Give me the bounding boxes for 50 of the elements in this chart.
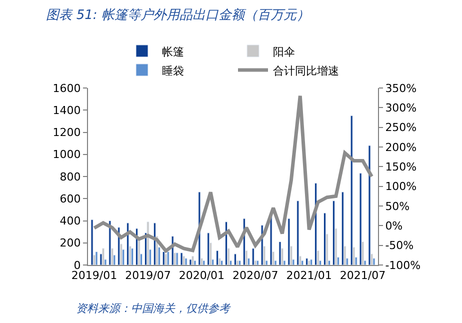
bar — [102, 248, 104, 265]
y-tick-label: 1600 — [52, 82, 81, 95]
bar — [296, 200, 300, 265]
bar — [131, 248, 134, 265]
bar — [166, 251, 170, 265]
bar — [191, 256, 194, 265]
y-tick-label: 200 — [60, 236, 81, 250]
y-tick-label: 1400 — [52, 104, 81, 117]
bar — [220, 260, 224, 265]
line-series — [92, 94, 374, 253]
y2-tick-label: -50% — [385, 239, 414, 252]
y-tick-label: 1000 — [52, 148, 81, 162]
y-tick-label: 1200 — [52, 126, 81, 140]
y2-tick-label: 0% — [385, 220, 403, 233]
bar — [202, 260, 206, 265]
y2-tick-label: 150% — [385, 160, 417, 174]
chart-title: 图表 51: 帐篷等户外用品出口金额（百万元） — [46, 8, 310, 23]
bar — [341, 192, 344, 265]
y2-tick-label: 250% — [385, 121, 417, 134]
bar — [234, 254, 236, 265]
bar — [184, 258, 188, 265]
bar — [146, 222, 150, 265]
y-tick-label: 600 — [60, 192, 81, 206]
y2-tick-label: 200% — [385, 140, 417, 154]
legend-label: 帐篷 — [162, 45, 184, 58]
y-tick-label: 400 — [60, 214, 81, 228]
legend-label: 睡袋 — [162, 64, 184, 78]
x-tick-label: 2019/01 — [71, 269, 118, 282]
y2-tick-label: 50% — [385, 200, 410, 213]
x-tick-label: 2021/01 — [286, 269, 332, 282]
bar — [350, 115, 353, 265]
bar — [216, 250, 219, 265]
x-tick-label: 2020/01 — [178, 269, 225, 282]
y2-tick-label: 350% — [385, 82, 417, 95]
x-tick-label: 2020/07 — [232, 269, 278, 282]
legend-label: 合计同比增速 — [273, 64, 339, 78]
legend-label: 阳伞 — [273, 45, 295, 58]
text: 资料来源：中国海关，仅供参考 — [76, 302, 231, 315]
bar — [301, 260, 304, 265]
x-tick-label: 2019/07 — [125, 269, 171, 282]
y-tick-label: 0 — [74, 258, 81, 272]
x-tick-label: 2021/07 — [340, 269, 386, 282]
bar — [207, 232, 210, 265]
bar — [310, 259, 313, 265]
bar — [252, 248, 254, 265]
y-tick-label: 800 — [60, 170, 81, 184]
y2-tick-label: -100% — [385, 258, 421, 272]
y2-tick-label: 300% — [385, 102, 417, 115]
y2-tick-label: 100% — [385, 180, 417, 194]
bar — [164, 254, 168, 265]
